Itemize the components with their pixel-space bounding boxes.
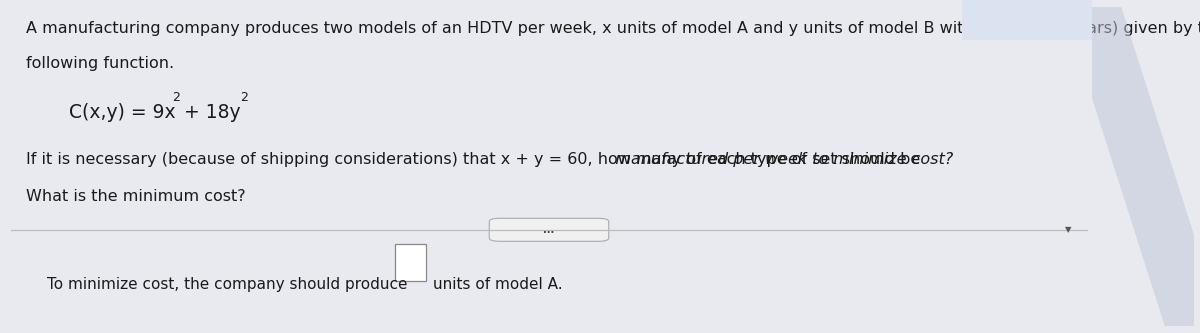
Text: 2: 2 bbox=[240, 91, 248, 104]
Text: What is the minimum cost?: What is the minimum cost? bbox=[25, 189, 245, 204]
Text: A manufacturing company produces two models of an HDTV per week, x units of mode: A manufacturing company produces two mod… bbox=[25, 21, 1200, 36]
Text: To minimize cost, the company should produce: To minimize cost, the company should pro… bbox=[47, 277, 408, 292]
Text: + 18y: + 18y bbox=[178, 103, 240, 122]
Text: following function.: following function. bbox=[25, 56, 174, 71]
Text: manufactured per week to minimize cost?: manufactured per week to minimize cost? bbox=[25, 152, 953, 167]
Text: If it is necessary (because of shipping considerations) that x + y = 60, how man: If it is necessary (because of shipping … bbox=[25, 152, 925, 167]
FancyBboxPatch shape bbox=[961, 0, 1092, 40]
Text: 2: 2 bbox=[172, 91, 180, 104]
Text: C(x,y) = 9x: C(x,y) = 9x bbox=[68, 103, 175, 122]
Text: units of model A.: units of model A. bbox=[433, 277, 563, 292]
FancyBboxPatch shape bbox=[490, 218, 608, 241]
Text: ▼: ▼ bbox=[1064, 225, 1072, 234]
Text: ...: ... bbox=[544, 225, 554, 235]
FancyBboxPatch shape bbox=[395, 244, 426, 281]
